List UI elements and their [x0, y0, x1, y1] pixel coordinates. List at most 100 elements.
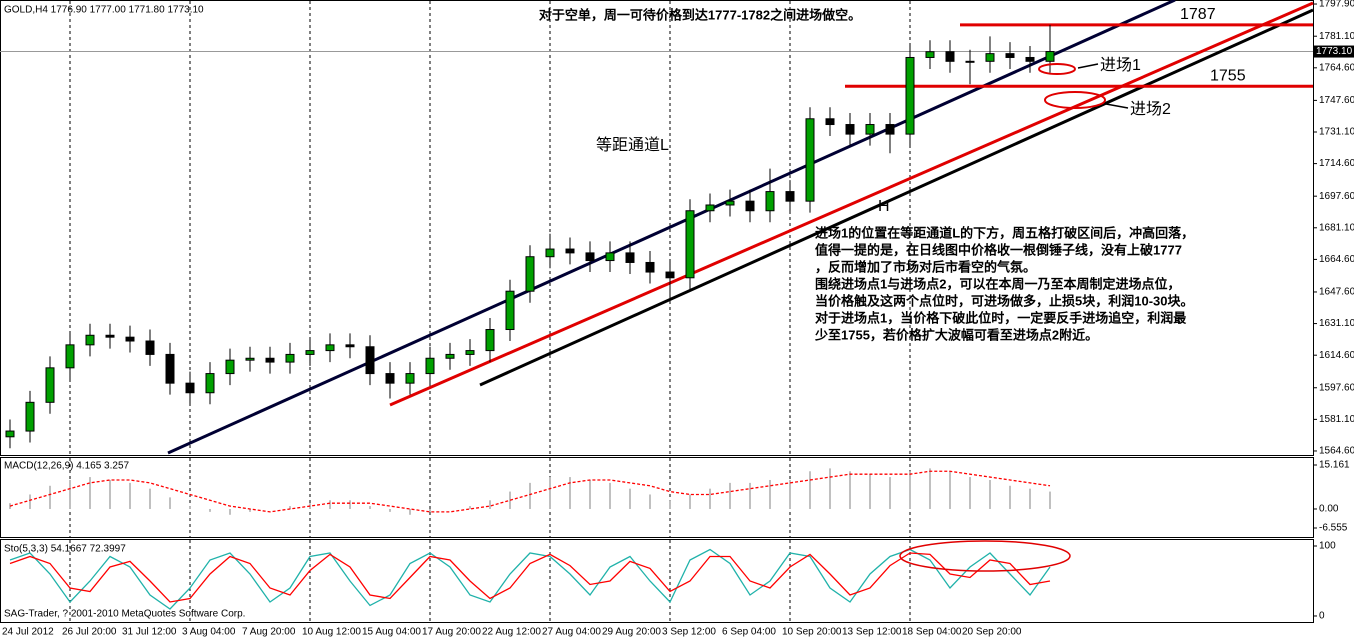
level-label: 1787 [1180, 6, 1216, 23]
note-line: 少至1755，若价格扩大波幅可看至进场点2附近。 [814, 327, 1098, 342]
y-tick-label: 1631.10 [1319, 318, 1354, 329]
channel-upper [167, 0, 1176, 455]
indicator-line [9, 470, 1051, 513]
y-tick-label: 1581.10 [1319, 414, 1354, 425]
y-tick-label: 15.161 [1319, 460, 1350, 471]
entry1-label: 进场1 [1100, 56, 1141, 74]
indicator-line [9, 548, 1051, 610]
macd-panel [0, 457, 1314, 538]
candle-body [1045, 51, 1055, 62]
candle-body [65, 344, 75, 369]
last-price-box [1314, 45, 1354, 58]
candle-body [565, 248, 575, 254]
candle-body [585, 252, 595, 262]
x-tick-label: 29 Aug 20:00 [602, 627, 661, 638]
candle-body [525, 256, 535, 292]
entry2-label: 进场2 [1130, 100, 1171, 118]
candle-body [445, 353, 455, 359]
candle-body [125, 336, 135, 342]
y-tick-label: 1714.60 [1319, 158, 1354, 169]
stoch-ellipse [899, 540, 1071, 572]
candle-body [45, 367, 55, 403]
x-tick-label: 3 Sep 12:00 [662, 627, 716, 638]
note-line: ，反而增加了市场对后市看空的气氛。 [815, 259, 1036, 274]
note-line: 当价格触及这两个点位时，可进场做多，止损5块，利润10-30块。 [815, 293, 1193, 308]
candle-body [825, 118, 835, 126]
candle-body [105, 334, 115, 338]
y-tick-label: 1797.90 [1319, 0, 1354, 10]
entry2-pointer [1105, 103, 1129, 109]
symbol-info: GOLD,H4 1776.90 1777.00 1771.80 1773.10 [4, 5, 204, 16]
note-block: 进场1的位置在等距通道L的下方，周五格打破区间后，冲高回落， 值得一提的是，在日线… [814, 225, 1194, 342]
candle-body [965, 60, 975, 63]
y-tick-label: 100 [1319, 541, 1336, 552]
x-tick-label: 18 Sep 04:00 [902, 627, 962, 638]
candle-body [1025, 56, 1035, 62]
channel-label: 等距通道L [596, 136, 669, 154]
y-tick-label: 0.00 [1319, 504, 1339, 515]
x-tick-label: 15 Aug 04:00 [362, 627, 421, 638]
x-tick-label: 10 Aug 12:00 [302, 627, 361, 638]
x-tick-label: 3 Aug 04:00 [182, 627, 236, 638]
channel-lower [479, 8, 1314, 387]
stoch-panel [0, 539, 1314, 623]
candle-body [605, 252, 615, 262]
candle-body [725, 200, 735, 206]
note-line: 对于进场点1，当价格下破此位时，一定要反手进场追空，利润最 [815, 310, 1187, 325]
candle-body [365, 346, 375, 375]
candle-body [285, 353, 295, 363]
candle-body [505, 290, 515, 331]
x-tick-label: 7 Aug 20:00 [242, 627, 296, 638]
candle-body [165, 353, 175, 384]
y-tick-label: 1647.60 [1319, 287, 1354, 298]
x-tick-label: 24 Jul 2012 [2, 627, 54, 638]
x-tick-label: 20 Sep 20:00 [962, 627, 1022, 638]
candle-body [925, 51, 935, 58]
candle-body [185, 382, 195, 394]
y-tick-label: 0 [1319, 611, 1325, 622]
candle-body [685, 210, 695, 279]
candle-body [145, 340, 155, 355]
stoch-title: Sto(5,3,3) 54.1667 72.3997 [4, 544, 126, 555]
candle-body [845, 124, 855, 135]
candle-body [945, 51, 955, 62]
candle-body [265, 357, 275, 363]
y-tick-label: 1614.60 [1319, 350, 1354, 361]
candle-body [805, 118, 815, 202]
candle-body [225, 359, 235, 375]
candle-body [205, 373, 215, 394]
candle-body [765, 191, 775, 212]
y-tick-label: 1564.60 [1319, 446, 1354, 457]
candle-body [625, 252, 635, 263]
plot-layer: 1787 1755 [5, 6, 1313, 610]
candle-body [245, 357, 255, 361]
candle-body [545, 248, 555, 258]
candle-body [885, 124, 895, 135]
candle-body [305, 350, 315, 355]
chart-title: 对于空单，周一可待价格到达1777-1782之间进场做空。 [539, 7, 861, 22]
candle-body [85, 334, 95, 346]
candle-body [405, 373, 415, 384]
candle-body [785, 191, 795, 202]
macd-title: MACD(12,26,9) 4.165 3.257 [4, 461, 130, 472]
note-line: 围绕进场点1与进场点2，可以在本周一乃至本周制定进场点位， [815, 276, 1180, 291]
candle-body [985, 53, 995, 62]
copyright: SAG-Trader, ? 2001-2010 MetaQuotes Softw… [4, 609, 245, 620]
x-tick-label: 6 Sep 04:00 [722, 627, 776, 638]
x-tick-label: 22 Aug 12:00 [482, 627, 541, 638]
candle-body [465, 350, 475, 355]
entry1-pointer [1077, 63, 1099, 69]
candle-body [425, 357, 435, 375]
y-tick-label: 1664.60 [1319, 254, 1354, 265]
entry1-ellipse [1038, 63, 1076, 75]
note-line: 进场1的位置在等距通道L的下方，周五格打破区间后，冲高回落， [815, 225, 1194, 240]
y-tick-label: 1747.60 [1319, 95, 1354, 106]
x-tick-label: 13 Sep 12:00 [842, 627, 902, 638]
candle-body [865, 124, 875, 135]
y-tick-label: 1781.10 [1319, 31, 1354, 42]
y-tick-label: 1697.60 [1319, 191, 1354, 202]
trend-line [389, 1, 1314, 407]
x-tick-label: 31 Jul 12:00 [122, 627, 177, 638]
candle-body [665, 271, 675, 279]
